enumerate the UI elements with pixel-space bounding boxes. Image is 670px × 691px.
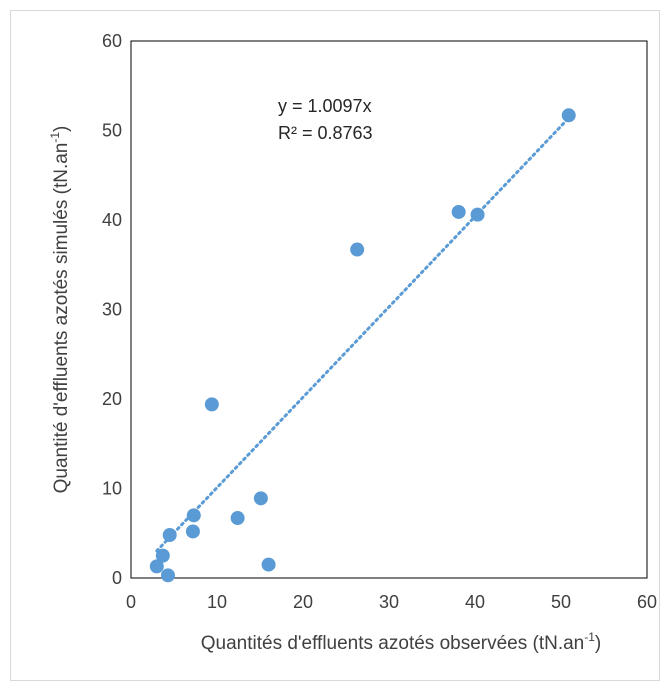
x-axis-title-superscript: -1	[584, 630, 595, 644]
y-tick-label: 10	[102, 479, 122, 499]
r-squared-label: R² = 0.8763	[278, 123, 373, 143]
data-point	[230, 511, 245, 526]
data-point	[451, 204, 466, 219]
data-point	[204, 397, 219, 412]
data-point	[350, 242, 365, 257]
x-tick-label: 60	[637, 592, 657, 612]
axes	[130, 40, 648, 579]
y-tick-label: 30	[102, 300, 122, 320]
y-tick-labels: 0 10 20 30 40 50 60	[102, 31, 122, 588]
x-tick-label: 0	[126, 592, 136, 612]
x-tick-label: 20	[293, 592, 313, 612]
x-axis-title: Quantités d'effluents azotés observées (…	[201, 630, 602, 654]
y-axis-title-text: Quantité d'effluents azotés simulés (tN.…	[51, 143, 72, 494]
x-tick-label: 40	[465, 592, 485, 612]
data-point	[186, 508, 201, 523]
data-point	[470, 207, 485, 222]
x-tick-label: 50	[551, 592, 571, 612]
data-points	[149, 108, 576, 583]
x-tick-label: 30	[379, 592, 399, 612]
y-axis-title-end: )	[51, 126, 72, 132]
data-point	[160, 568, 175, 583]
x-tick-labels: 0 10 20 30 40 50 60	[126, 592, 657, 612]
data-point	[185, 524, 200, 539]
plot-area	[130, 40, 648, 579]
y-tick-label: 50	[102, 121, 122, 141]
data-point	[253, 491, 268, 506]
y-axis-title-superscript: -1	[48, 132, 62, 143]
data-point	[561, 108, 576, 123]
data-point	[261, 557, 276, 572]
trendline-equation: y = 1.0097x	[278, 96, 372, 116]
y-tick-label: 0	[112, 568, 122, 588]
y-tick-label: 40	[102, 210, 122, 230]
x-axis-title-end: )	[595, 633, 601, 654]
data-point	[149, 559, 164, 574]
chart-frame	[10, 10, 660, 681]
y-tick-label: 20	[102, 389, 122, 409]
data-point	[155, 548, 170, 563]
trendline	[155, 115, 572, 553]
x-tick-label: 10	[207, 592, 227, 612]
y-axis-title: Quantité d'effluents azotés simulés (tN.…	[48, 126, 72, 494]
y-tick-label: 60	[102, 31, 122, 51]
x-axis-title-text: Quantités d'effluents azotés observées (…	[201, 633, 585, 654]
data-point	[162, 528, 177, 543]
